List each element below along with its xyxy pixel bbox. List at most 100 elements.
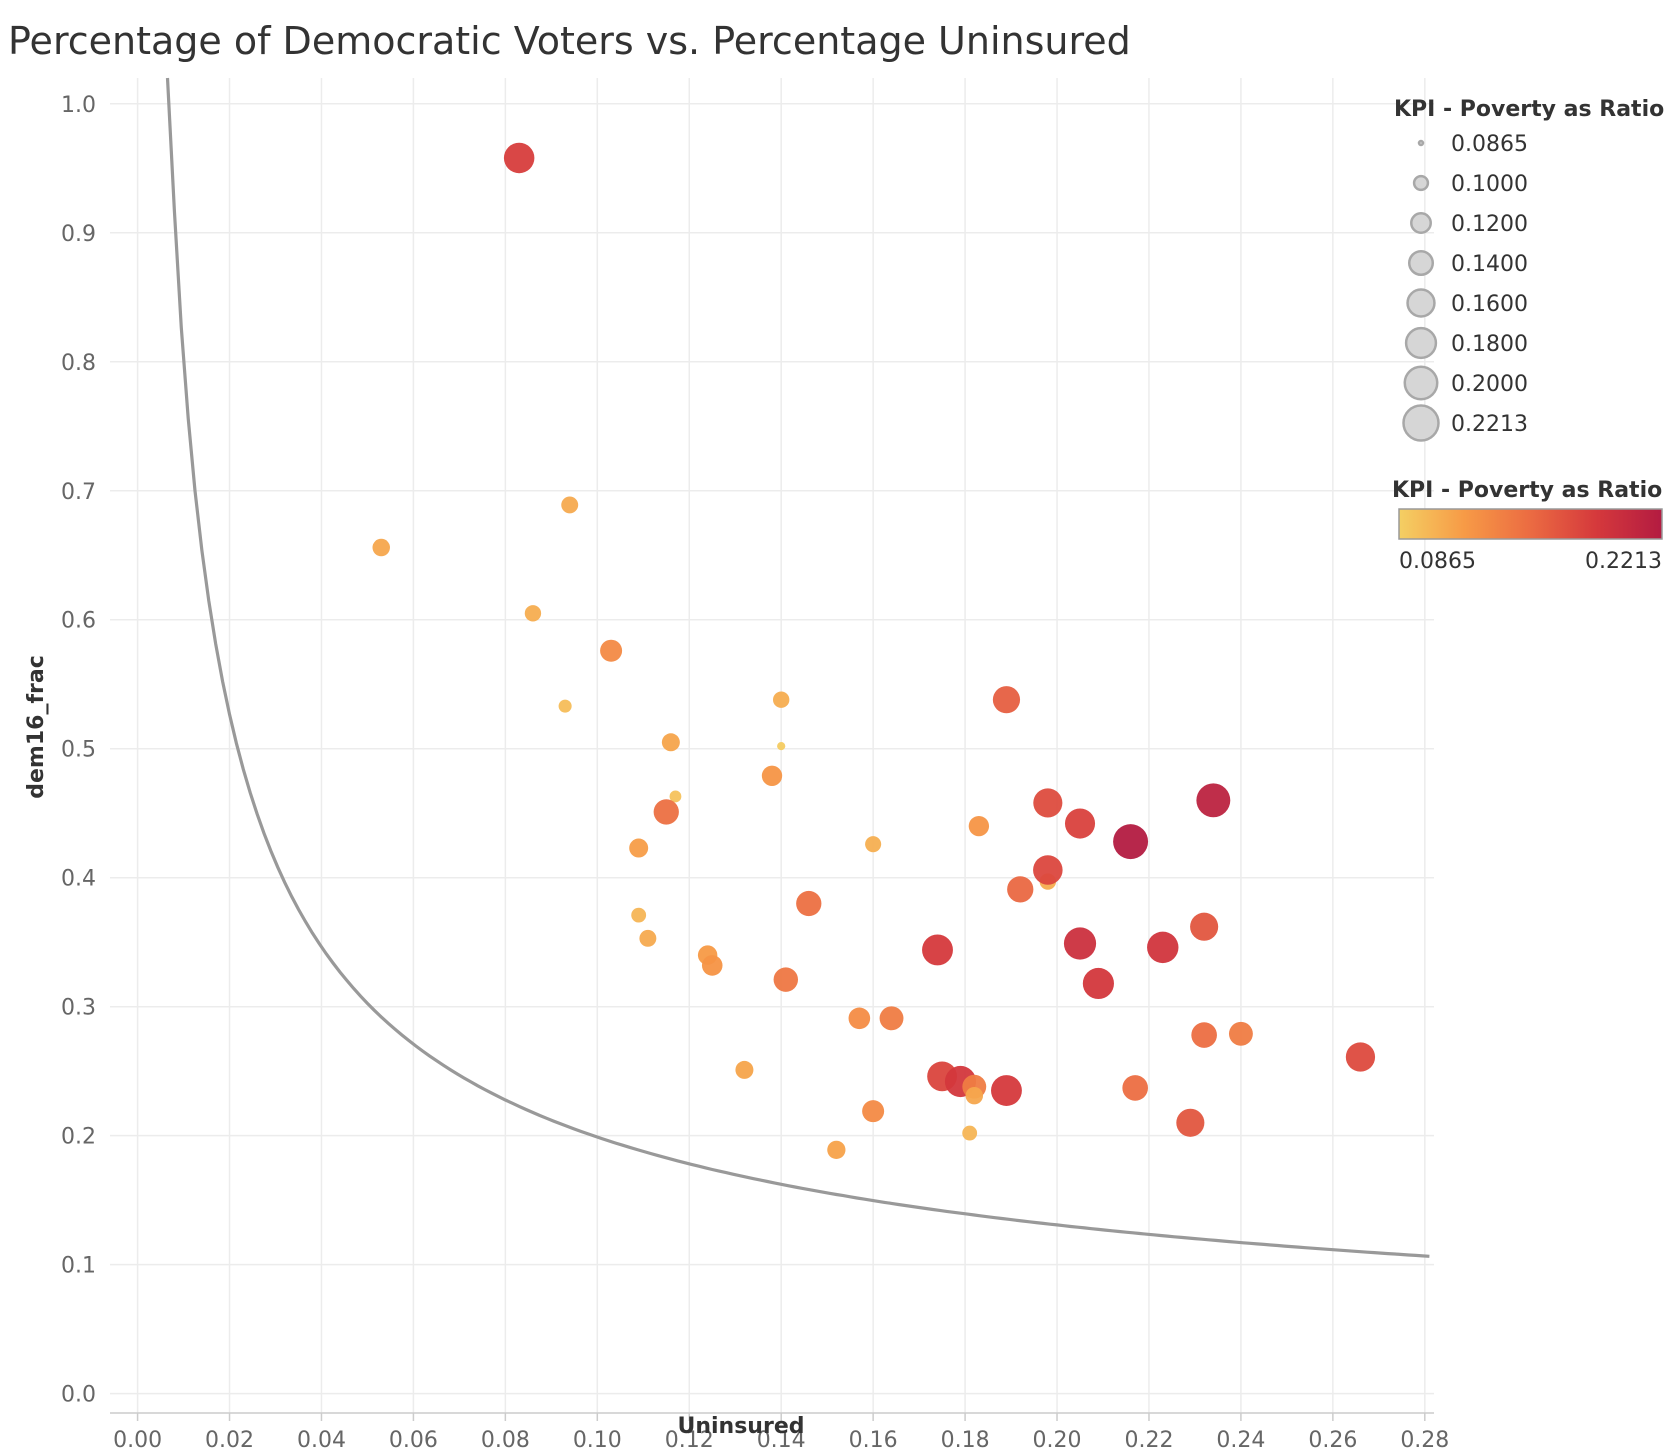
y-tick-label: 0.2 bbox=[61, 1125, 96, 1150]
x-tick-label: 0.12 bbox=[665, 1428, 714, 1453]
size-legend-label: 0.1600 bbox=[1451, 292, 1528, 317]
size-legend-entries: 0.0865 0.1000 0.1200 0.1400 0.1600 0.1800 0.20… bbox=[1402, 132, 1528, 442]
size-legend-label: 0.1800 bbox=[1451, 332, 1528, 357]
data-point bbox=[1033, 855, 1063, 885]
x-tick-label: 0.06 bbox=[389, 1428, 438, 1453]
x-tick-label: 0.28 bbox=[1400, 1428, 1449, 1453]
data-points bbox=[372, 142, 1376, 1159]
data-point bbox=[777, 742, 786, 751]
data-point bbox=[865, 836, 882, 853]
data-point bbox=[992, 686, 1021, 714]
size-legend-marker bbox=[1417, 139, 1425, 147]
size-legend-label: 0.1000 bbox=[1451, 172, 1528, 197]
x-tick-label: 0.04 bbox=[297, 1428, 346, 1453]
y-tick-label: 0.5 bbox=[61, 738, 96, 763]
y-tick-label: 0.8 bbox=[61, 351, 96, 376]
size-legend-marker bbox=[1402, 404, 1440, 442]
data-point bbox=[735, 1060, 754, 1079]
color-legend: KPI - Poverty as Ratio 0.0865 0.2213 bbox=[1392, 478, 1663, 574]
data-point bbox=[558, 699, 572, 713]
y-axis: 0.0 0.1 0.2 0.3 0.4 0.5 0.6 0.7 0.8 0.9 1.0 bbox=[61, 93, 96, 1408]
size-legend-marker bbox=[1404, 326, 1438, 360]
size-legend-marker bbox=[1403, 365, 1439, 401]
data-point bbox=[991, 1075, 1022, 1106]
x-tick-label: 0.20 bbox=[1033, 1428, 1082, 1453]
data-point bbox=[1007, 876, 1034, 903]
data-point bbox=[1113, 824, 1149, 860]
size-legend-label: 0.1200 bbox=[1451, 212, 1528, 237]
data-point bbox=[773, 691, 790, 708]
data-point bbox=[701, 955, 723, 976]
y-tick-label: 1.0 bbox=[61, 93, 96, 118]
y-axis-title: dem16_frac bbox=[24, 655, 49, 799]
data-point bbox=[1122, 1075, 1148, 1101]
size-legend-label: 0.0865 bbox=[1451, 132, 1528, 157]
data-point bbox=[1228, 1021, 1253, 1046]
data-point bbox=[653, 799, 679, 825]
plot-area: 0.00 0.02 0.04 0.06 0.08 0.10 0.12 0.14 0.16 0.18… bbox=[61, 77, 1449, 1453]
y-tick-label: 0.6 bbox=[61, 609, 96, 634]
x-tick-label: 0.08 bbox=[481, 1428, 530, 1453]
color-gradient-bar bbox=[1398, 508, 1663, 540]
color-legend-title: KPI - Poverty as Ratio bbox=[1392, 478, 1662, 503]
data-point bbox=[1176, 1108, 1205, 1137]
data-point bbox=[1082, 967, 1114, 1000]
x-tick-label: 0.14 bbox=[757, 1428, 806, 1453]
y-tick-label: 0.1 bbox=[61, 1254, 96, 1279]
data-point bbox=[1345, 1042, 1376, 1072]
y-tick-label: 0.0 bbox=[61, 1383, 96, 1408]
gridlines bbox=[110, 78, 1434, 1413]
trend-line bbox=[165, 77, 1430, 1258]
plot-frame bbox=[110, 78, 1434, 1413]
data-point bbox=[962, 1125, 978, 1141]
data-point bbox=[1147, 931, 1179, 964]
x-tick-label: 0.10 bbox=[573, 1428, 622, 1453]
size-legend-title: KPI - Poverty as Ratio bbox=[1394, 97, 1664, 122]
data-point bbox=[922, 934, 953, 966]
x-tick-label: 0.18 bbox=[941, 1428, 990, 1453]
color-legend-min: 0.0865 bbox=[1399, 549, 1476, 574]
x-axis: 0.00 0.02 0.04 0.06 0.08 0.10 0.12 0.14 0.16 0.18… bbox=[110, 1412, 1449, 1453]
data-point bbox=[1063, 927, 1097, 960]
x-tick-label: 0.24 bbox=[1216, 1428, 1265, 1453]
chart-title: Percentage of Democratic Voters vs. Perc… bbox=[8, 19, 1131, 63]
size-legend-label: 0.2213 bbox=[1451, 412, 1528, 437]
data-point bbox=[629, 838, 649, 858]
data-point bbox=[631, 907, 647, 923]
data-point bbox=[1196, 783, 1231, 818]
x-tick-label: 0.00 bbox=[113, 1428, 162, 1453]
color-legend-max: 0.2213 bbox=[1585, 549, 1662, 574]
data-point bbox=[879, 1006, 904, 1031]
data-point bbox=[796, 890, 822, 917]
data-point bbox=[848, 1007, 871, 1030]
data-point bbox=[639, 929, 657, 947]
data-point bbox=[773, 967, 799, 992]
x-tick-label: 0.16 bbox=[849, 1428, 898, 1453]
data-point bbox=[503, 142, 535, 174]
data-point bbox=[968, 815, 990, 837]
data-point bbox=[1033, 788, 1063, 818]
data-point bbox=[661, 733, 680, 752]
size-legend-marker bbox=[1412, 174, 1430, 192]
y-tick-label: 0.4 bbox=[61, 867, 96, 892]
x-tick-label: 0.26 bbox=[1308, 1428, 1357, 1453]
x-axis-title: Uninsured bbox=[677, 1414, 804, 1439]
data-point bbox=[669, 790, 682, 803]
data-point bbox=[965, 1086, 984, 1105]
size-legend-label: 0.1400 bbox=[1451, 252, 1528, 277]
data-point bbox=[862, 1100, 885, 1123]
size-legend-marker bbox=[1406, 288, 1436, 318]
data-point bbox=[524, 605, 542, 622]
data-point bbox=[827, 1140, 846, 1159]
data-point bbox=[1064, 808, 1096, 839]
y-tick-label: 0.3 bbox=[61, 996, 96, 1021]
size-legend-label: 0.2000 bbox=[1451, 372, 1528, 397]
size-legend-marker bbox=[1407, 249, 1435, 277]
data-point bbox=[1191, 1022, 1217, 1048]
size-legend: KPI - Poverty as Ratio 0.0865 0.1000 0.120… bbox=[1394, 97, 1664, 442]
data-point bbox=[1190, 912, 1219, 941]
data-point bbox=[561, 496, 579, 514]
size-legend-marker bbox=[1410, 212, 1432, 234]
y-tick-label: 0.9 bbox=[61, 222, 96, 247]
data-point bbox=[761, 765, 783, 786]
